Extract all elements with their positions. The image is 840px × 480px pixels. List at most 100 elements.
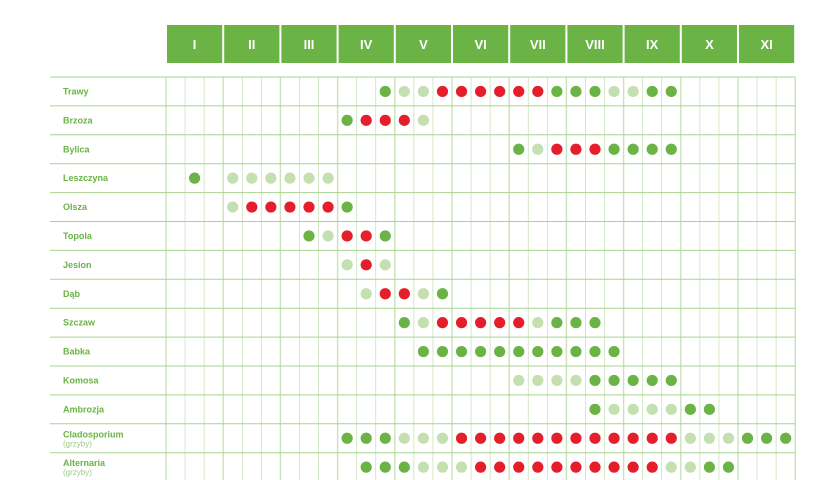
pollen-dot-low [703, 432, 716, 444]
pollen-dot-medium [494, 345, 506, 358]
pollen-dot-low [341, 259, 353, 271]
pollen-dot-low [551, 374, 563, 387]
pollen-dot-medium [417, 345, 429, 358]
month-header-cell [453, 25, 509, 63]
pollen-dot-high [379, 114, 391, 126]
pollen-dot-low [322, 172, 334, 184]
pollen-dot-medium [608, 143, 620, 155]
pollen-dot-low [417, 461, 429, 473]
row-label: Alternaria [63, 458, 106, 468]
pollen-dot-medium [570, 317, 582, 329]
pollen-dot-high [360, 230, 372, 242]
month-header-cell [739, 25, 795, 63]
pollen-dot-high [436, 85, 449, 98]
month-header-cell [510, 25, 566, 63]
pollen-dot-medium [780, 432, 792, 444]
pollen-dot-high [475, 432, 487, 444]
row-label: Topola [63, 231, 93, 241]
month-header-cell [224, 25, 280, 63]
pollen-dot-medium [646, 85, 658, 98]
pollen-dot-low [417, 114, 429, 126]
pollen-dot-medium [436, 345, 449, 358]
row-label: Komosa [63, 375, 100, 385]
pollen-dot-medium [608, 374, 620, 387]
pollen-dot-high [284, 201, 296, 213]
pollen-dot-low [513, 374, 525, 387]
row-label: Trawy [63, 86, 89, 96]
pollen-dot-low [722, 432, 735, 444]
pollen-dot-high [608, 432, 620, 444]
row-label: Leszczyna [63, 173, 109, 183]
row-sublabel: (grzyby) [63, 468, 92, 477]
month-label: VII [530, 37, 546, 52]
pollen-dot-high [551, 461, 563, 473]
pollen-dot-high [513, 461, 525, 473]
pollen-dot-low [665, 461, 677, 473]
pollen-dot-low [608, 403, 620, 415]
pollen-dot-high [398, 114, 410, 126]
pollen-dot-medium [513, 345, 525, 358]
pollen-dot-low [684, 461, 696, 473]
pollen-dot-medium [551, 85, 563, 98]
pollen-dot-high [494, 461, 506, 473]
month-label: III [304, 37, 315, 52]
pollen-dot-low [646, 403, 658, 415]
pollen-dot-low [532, 143, 544, 155]
pollen-dot-high [665, 432, 677, 444]
pollen-dot-high [646, 461, 658, 473]
pollen-dot-medium [703, 461, 716, 473]
pollen-dot-high [608, 461, 620, 473]
pollen-dot-low [398, 432, 410, 444]
pollen-dot-high [627, 432, 639, 444]
pollen-dot-high [570, 143, 582, 155]
row-label: Dąb [63, 289, 81, 299]
pollen-dot-medium [379, 461, 391, 473]
pollen-dot-medium [475, 345, 487, 358]
pollen-dot-high [494, 85, 506, 98]
month-header-cell [395, 25, 451, 63]
pollen-dot-medium [513, 143, 525, 155]
month-header-cell [624, 25, 680, 63]
month-label: II [248, 37, 255, 52]
row-label: Szczaw [63, 318, 96, 328]
month-label: XI [760, 37, 772, 52]
pollen-dot-high [360, 259, 372, 271]
pollen-dot-high [589, 432, 601, 444]
pollen-dot-medium [646, 374, 658, 387]
pollen-dot-high [532, 85, 544, 98]
pollen-dot-low [417, 288, 429, 300]
pollen-dot-high [494, 432, 506, 444]
pollen-dot-medium [589, 374, 601, 387]
pollen-dot-medium [379, 230, 391, 242]
pollen-dot-medium [646, 143, 658, 155]
pollen-dot-medium [589, 317, 601, 329]
pollen-dot-high [455, 317, 468, 329]
pollen-dot-high [398, 288, 410, 300]
pollen-dot-low [532, 317, 544, 329]
pollen-dot-high [589, 461, 601, 473]
pollen-dot-low [322, 230, 334, 242]
pollen-dot-medium [608, 345, 620, 358]
pollen-dot-medium [627, 374, 639, 387]
pollen-dot-low [436, 461, 449, 473]
pollen-dot-high [455, 432, 468, 444]
pollen-dot-low [417, 85, 429, 98]
pollen-dot-high [551, 432, 563, 444]
pollen-dot-high [341, 230, 353, 242]
pollen-dot-low [608, 85, 620, 98]
row-label: Jesion [63, 260, 92, 270]
pollen-dot-low [684, 432, 696, 444]
pollen-dot-low [246, 172, 258, 184]
pollen-dot-low [627, 85, 639, 98]
pollen-dot-low [627, 403, 639, 415]
pollen-dot-medium [341, 432, 353, 444]
pollen-dot-low [436, 432, 449, 444]
pollen-dot-low [379, 259, 391, 271]
pollen-dot-medium [551, 345, 563, 358]
pollen-dot-high [455, 85, 468, 98]
pollen-dot-high [646, 432, 658, 444]
pollen-dot-low [227, 172, 239, 184]
pollen-dot-medium [455, 345, 468, 358]
pollen-dot-medium [341, 201, 353, 213]
pollen-dot-medium [532, 345, 544, 358]
